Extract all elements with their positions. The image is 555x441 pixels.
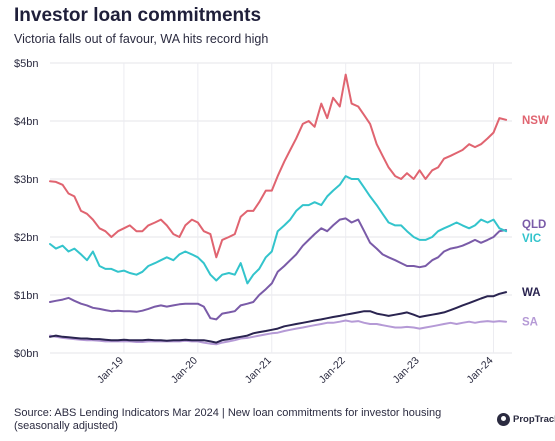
line-chart: $0bn $1bn $2bn $3bn $4bn $5bn Jan-19 Jan-20 Jan-…	[14, 58, 549, 386]
y-tick-label: $2bn	[14, 232, 38, 244]
series-label-vic: VIC	[522, 233, 541, 245]
x-tick-label: Jan-23	[391, 355, 422, 386]
x-tick-label: Jan-24	[464, 355, 495, 386]
y-tick-label: $3bn	[14, 174, 38, 186]
y-tick-label: $4bn	[14, 116, 38, 128]
x-tick-label: Jan-20	[169, 355, 200, 386]
proptrack-logo-icon	[497, 413, 510, 426]
proptrack-logo: PropTrack	[497, 413, 555, 426]
source-note: Source: ABS Lending Indicators Mar 2024 …	[14, 407, 442, 432]
series-label-nsw: NSW	[522, 115, 549, 127]
chart-title: Investor loan commitments	[14, 5, 262, 26]
series-line-nsw	[49, 73, 508, 259]
x-tick-label: Jan-19	[95, 355, 126, 386]
y-tick-label: $1bn	[14, 290, 38, 302]
series-line-vic	[49, 175, 508, 285]
x-tick-label: Jan-22	[317, 355, 348, 386]
series-label-qld: QLD	[522, 219, 546, 231]
series-label-wa: WA	[522, 287, 541, 299]
proptrack-logo-text: PropTrack	[513, 414, 555, 425]
y-tick-label: $5bn	[14, 58, 38, 70]
series-line-sa	[49, 319, 508, 346]
series-line-wa	[49, 291, 508, 344]
series-label-sa: SA	[522, 317, 538, 329]
x-tick-label: Jan-21	[243, 355, 274, 386]
chart-subtitle: Victoria falls out of favour, WA hits re…	[14, 32, 269, 46]
y-tick-label: $0bn	[14, 348, 38, 360]
series-line-qld	[49, 217, 508, 321]
